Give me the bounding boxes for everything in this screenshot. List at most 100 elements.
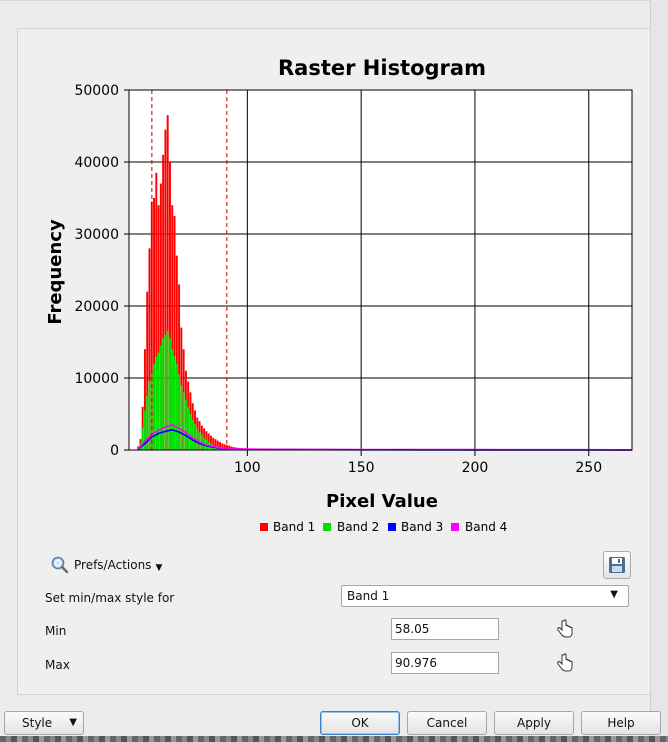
right-edge-strip [650, 0, 668, 742]
histogram-bar-band-2 [187, 406, 190, 450]
prefs-actions-button[interactable]: Prefs/Actions ▼ [50, 556, 162, 574]
legend-swatch-band-3 [388, 523, 396, 531]
histogram-bar-band-2 [159, 345, 162, 450]
histogram-bar-band-1 [164, 129, 167, 450]
histogram-bar-band-1 [153, 198, 156, 450]
legend-swatch-band-4 [451, 523, 459, 531]
histogram-bar-band-1 [216, 440, 219, 450]
chart-title: Raster Histogram [278, 56, 486, 80]
legend-label-band-2: Band 2 [337, 520, 379, 534]
style-button-label: Style [22, 716, 53, 730]
histogram-bar-band-2 [166, 331, 169, 450]
histogram-chart: Raster Histogram Frequency Pixel Value 1… [45, 56, 633, 534]
histogram-bar-band-1 [162, 154, 165, 451]
y-tick-label: 0 [110, 443, 119, 459]
max-label: Max [45, 658, 70, 672]
histogram-bar-band-2 [150, 370, 153, 450]
histogram-bar-band-1 [171, 205, 174, 450]
x-tick-label: 100 [234, 460, 261, 476]
histogram-bar-band-2 [189, 414, 192, 450]
band-select[interactable]: Band 1 ▼ [341, 585, 629, 607]
histogram-bar-band-1 [169, 162, 171, 450]
min-label: Min [45, 624, 67, 638]
pointer-hand-icon[interactable] [555, 653, 575, 673]
histogram-bar-band-2 [143, 410, 146, 450]
apply-button[interactable]: Apply [494, 711, 574, 735]
legend: Band 1 Band 2 Band 3 Band 4 [260, 520, 507, 534]
window-top-border [0, 0, 650, 1]
histogram-bar-band-1 [223, 444, 226, 450]
legend-swatch-band-1 [260, 523, 268, 531]
floppy-disk-icon [609, 557, 625, 573]
histogram-bar-band-1 [175, 255, 178, 450]
histogram-bar-band-1 [143, 349, 146, 450]
histogram-bar-band-1 [178, 284, 181, 450]
x-tick-label: 250 [575, 460, 602, 476]
histogram-bar-band-1 [155, 172, 158, 451]
histogram-bar-band-1 [219, 442, 222, 450]
histogram-bar-band-1 [166, 115, 169, 450]
legend-label-band-1: Band 1 [273, 520, 315, 534]
histogram-bar-band-1 [207, 433, 210, 450]
histogram-bar-band-2 [157, 352, 160, 450]
histogram-bar-band-1 [157, 205, 160, 450]
legend-item-band-4: Band 4 [451, 520, 507, 534]
x-axis-label: Pixel Value [326, 491, 438, 512]
chevron-down-icon: ▼ [610, 589, 618, 600]
y-tick-label: 40000 [74, 155, 119, 171]
histogram-bar-band-1 [212, 437, 215, 450]
ok-button[interactable]: OK [320, 711, 400, 735]
minmax-style-label: Set min/max style for [45, 591, 175, 605]
histogram-panel: Raster Histogram Frequency Pixel Value 1… [17, 28, 651, 695]
plot-background [129, 90, 632, 450]
histogram-bar-band-2 [171, 349, 174, 450]
histogram-bar-band-1 [214, 439, 217, 450]
legend-label-band-4: Band 4 [465, 520, 507, 534]
histogram-bar-band-2 [191, 419, 194, 450]
histogram-bar-band-2 [162, 338, 165, 450]
histogram-bar-band-1 [221, 443, 224, 450]
magnifier-icon [51, 556, 69, 574]
histogram-bar-band-1 [228, 445, 231, 450]
y-tick-label: 10000 [74, 371, 119, 387]
cancel-button[interactable]: Cancel [407, 711, 487, 735]
y-axis-label: Frequency [45, 219, 66, 325]
help-button[interactable]: Help [581, 711, 661, 735]
histogram-bar-band-2 [141, 428, 144, 450]
y-tick-label: 50000 [74, 83, 119, 99]
legend-swatch-band-2 [323, 523, 331, 531]
histogram-bar-band-2 [184, 399, 187, 450]
histogram-bar-band-2 [194, 424, 196, 450]
taskbar-strip [0, 736, 668, 742]
x-tick-label: 150 [348, 460, 375, 476]
x-tick-label: 200 [462, 460, 489, 476]
histogram-bar-band-2 [148, 381, 151, 450]
legend-label-band-3: Band 3 [401, 520, 443, 534]
y-tick-label: 20000 [74, 299, 119, 315]
histogram-bar-band-2 [153, 363, 156, 450]
histogram-bar-band-2 [164, 334, 167, 450]
y-tick-label: 30000 [74, 227, 119, 243]
save-button[interactable] [603, 551, 631, 579]
histogram-bar-band-2 [180, 385, 183, 450]
histogram-bar-band-2 [196, 428, 199, 450]
legend-item-band-2: Band 2 [323, 520, 379, 534]
chevron-down-icon: ▼ [69, 717, 77, 728]
plot-frame [128, 89, 633, 451]
plot-area: 100 150 200 250 0 10000 20000 30000 40000 50000 [74, 83, 633, 476]
histogram-bar-band-1 [173, 216, 176, 450]
legend-item-band-1: Band 1 [260, 520, 315, 534]
histogram-bar-band-2 [198, 432, 201, 450]
dropdown-caret-icon: ▼ [155, 563, 163, 573]
pointer-hand-icon[interactable] [555, 619, 575, 639]
histogram-bar-band-2 [175, 363, 178, 450]
style-button[interactable]: Style ▼ [4, 711, 84, 735]
band-select-value: Band 1 [347, 589, 390, 603]
histogram-bar-band-2 [173, 356, 176, 450]
max-input[interactable]: 90.976 [391, 652, 499, 674]
histogram-bar-band-1 [150, 201, 153, 450]
histogram-bar-band-2 [178, 374, 181, 450]
histogram-bar-band-2 [155, 356, 158, 450]
min-input[interactable]: 58.05 [391, 618, 499, 640]
histogram-bar-band-1 [146, 291, 149, 450]
